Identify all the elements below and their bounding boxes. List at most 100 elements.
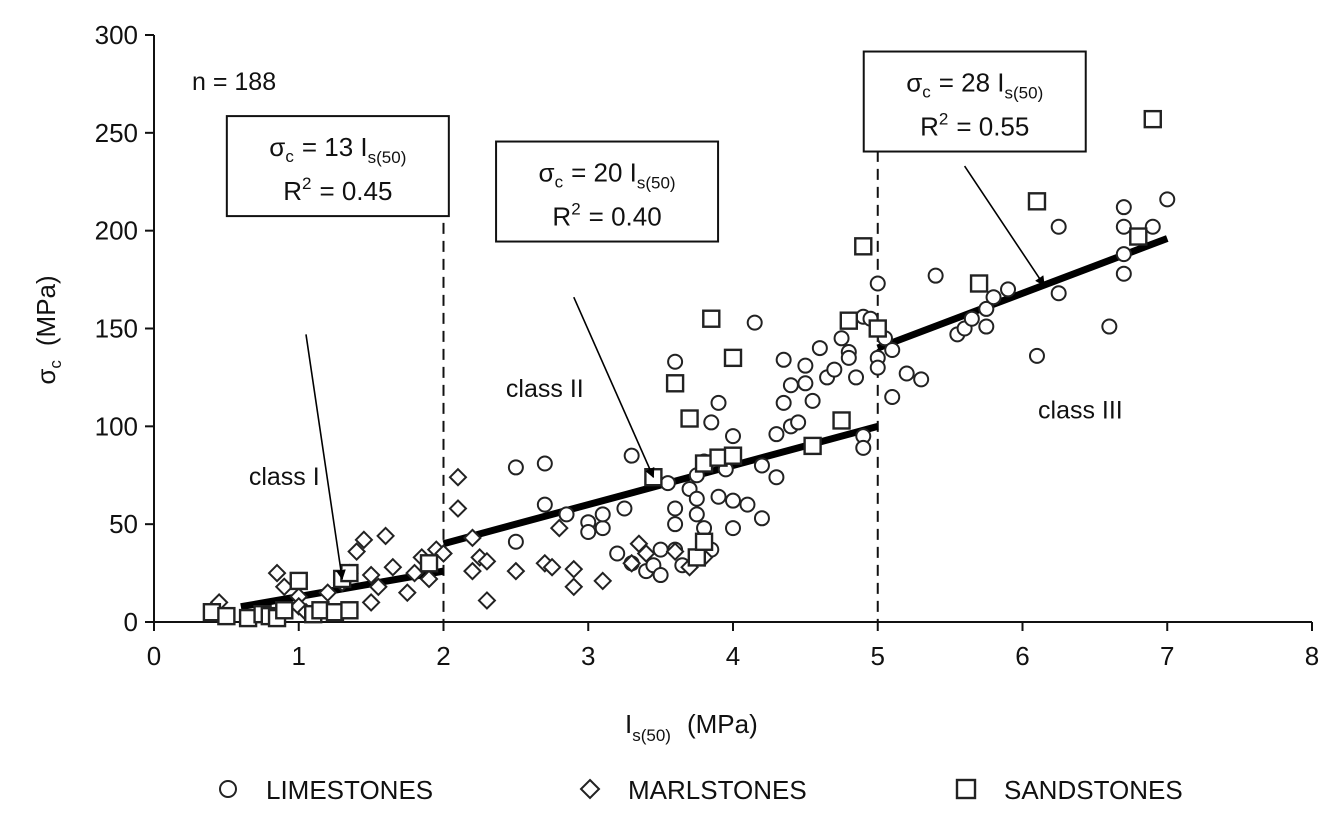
y-axis-title: σc(MPa): [31, 275, 65, 384]
point-limestones: [609, 545, 626, 562]
class-label: class I: [249, 463, 320, 491]
point-sandstones: [1027, 192, 1047, 211]
point-limestones: [753, 510, 770, 527]
point-limestones: [978, 318, 995, 335]
y-tick-label: 50: [109, 509, 138, 539]
point-limestones: [811, 340, 828, 357]
point-limestones: [797, 375, 814, 392]
annotation-box: [495, 140, 720, 243]
point-marlstones: [636, 544, 656, 563]
point-limestones: [558, 506, 575, 523]
y-tick-label: 200: [95, 216, 138, 246]
point-limestones: [833, 330, 850, 347]
point-limestones: [884, 342, 901, 359]
point-limestones: [855, 439, 872, 456]
point-marlstones: [477, 551, 497, 571]
point-limestones: [782, 377, 799, 394]
point-limestones: [1115, 265, 1132, 282]
fit-equation: σc = 20 Is(50): [539, 158, 676, 193]
legend-label: MARLSTONES: [628, 775, 807, 805]
point-marlstones: [448, 499, 468, 518]
y-tick-label: 300: [95, 20, 138, 50]
point-limestones: [1028, 347, 1045, 364]
point-marlstones: [665, 542, 685, 561]
point-limestones: [594, 506, 611, 523]
point-limestones: [616, 500, 633, 517]
x-tick-label: 5: [871, 641, 885, 671]
fit-r-squared: R2 = 0.55: [920, 110, 1029, 142]
x-tick-label: 2: [436, 641, 450, 671]
point-limestones: [710, 394, 727, 411]
point-limestones: [1144, 218, 1161, 235]
point-sandstones: [340, 601, 359, 620]
point-limestones: [652, 541, 669, 558]
fit-r-squared: R2 = 0.40: [552, 200, 661, 232]
point-limestones: [790, 414, 807, 431]
point-limestones: [667, 500, 684, 517]
point-marlstones: [347, 542, 367, 561]
x-tick-label: 0: [147, 641, 161, 671]
annotation-arrow: [573, 296, 655, 479]
point-limestones: [536, 496, 553, 513]
point-sandstones: [868, 319, 887, 338]
point-marlstones: [593, 571, 613, 591]
fit-annotation-class-III: σc = 28 Is(50) R2 = 0.55: [862, 50, 1087, 287]
point-limestones: [775, 351, 792, 368]
point-marlstones: [318, 583, 338, 603]
point-limestones: [725, 428, 741, 445]
point-limestones: [507, 459, 524, 476]
legend-label: LIMESTONES: [266, 775, 433, 805]
point-limestones: [703, 414, 720, 431]
point-limestones: [536, 455, 553, 472]
point-marlstones: [564, 577, 584, 597]
x-tick-label: 8: [1305, 641, 1319, 671]
point-limestones: [869, 275, 886, 292]
point-limestones: [1000, 281, 1017, 298]
x-tick-label: 3: [581, 641, 595, 671]
point-limestones: [963, 310, 980, 327]
data-points: [202, 109, 1176, 628]
y-tick-label: 0: [124, 607, 138, 637]
fit-equation: σc = 28 Is(50): [906, 68, 1043, 103]
class-label: class II: [506, 375, 584, 403]
fit-equation: σc = 13 Is(50): [269, 132, 406, 167]
point-marlstones: [397, 583, 417, 603]
point-sandstones: [694, 532, 714, 551]
point-limestones: [1050, 285, 1067, 302]
point-sandstones: [832, 411, 851, 430]
fit-r-squared: R2 = 0.45: [283, 174, 392, 206]
annotation-box: [225, 115, 450, 218]
point-limestones: [848, 369, 865, 386]
point-sandstones: [969, 274, 989, 293]
point-limestones: [1115, 246, 1132, 263]
point-marlstones: [542, 557, 562, 577]
point-marlstones: [361, 565, 381, 585]
circle-legend-marker: [219, 780, 237, 798]
point-limestones: [659, 475, 676, 492]
point-limestones: [826, 361, 843, 378]
point-limestones: [710, 488, 727, 505]
point-marlstones: [564, 559, 584, 579]
point-marlstones: [354, 530, 374, 550]
point-limestones: [688, 506, 705, 523]
point-limestones: [927, 267, 944, 284]
x-tick-label: 7: [1160, 641, 1174, 671]
point-sandstones: [702, 309, 721, 328]
point-sandstones: [803, 436, 822, 456]
point-sandstones: [839, 311, 858, 330]
point-sandstones: [340, 563, 359, 583]
point-sandstones: [665, 374, 685, 393]
point-sandstones: [217, 606, 236, 626]
point-limestones: [746, 314, 763, 331]
point-limestones: [580, 523, 597, 540]
point-sandstones: [1129, 227, 1148, 246]
point-limestones: [652, 567, 669, 584]
y-tick-label: 150: [95, 314, 138, 344]
point-limestones: [840, 349, 857, 366]
point-limestones: [869, 359, 886, 376]
x-axis-title: Is(50) (MPa): [625, 709, 758, 745]
y-tick-group: 0 50 100 150 200 250 300: [95, 20, 154, 637]
diamond-legend-marker: [579, 778, 601, 800]
point-marlstones: [419, 569, 439, 589]
